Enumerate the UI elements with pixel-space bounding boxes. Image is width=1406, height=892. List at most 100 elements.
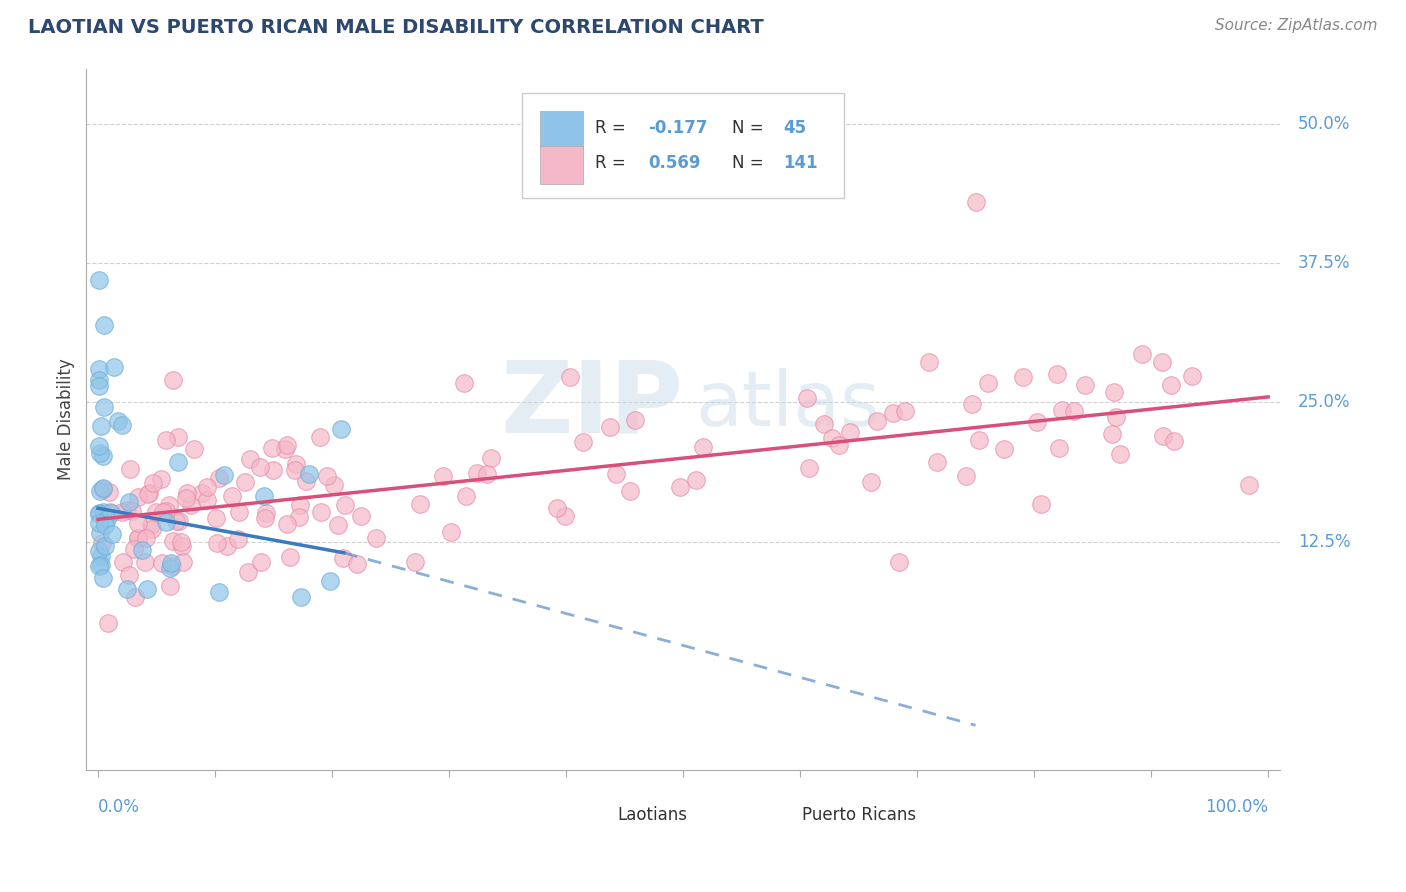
Point (89, 558, 111, 573)
Text: 37.5%: 37.5% (1298, 254, 1350, 272)
Point (692, 440, 714, 454)
Point (866, 414, 889, 428)
Point (797, 460, 820, 475)
Point (170, 539, 193, 553)
Text: Puerto Ricans: Puerto Ricans (803, 806, 917, 824)
Point (127, 532, 149, 546)
FancyBboxPatch shape (522, 93, 844, 198)
Point (1152, 429, 1174, 443)
Point (142, 475, 165, 490)
Point (120, 462, 142, 476)
Point (262, 463, 284, 477)
Point (796, 391, 818, 405)
Point (918, 355, 941, 369)
Point (115, 503, 138, 517)
Point (138, 486, 160, 500)
Point (228, 505, 250, 519)
Point (1047, 441, 1070, 455)
Point (329, 422, 352, 436)
Point (131, 542, 153, 557)
Point (295, 474, 318, 488)
Point (97, 484, 120, 499)
Point (290, 591, 312, 605)
Point (167, 514, 190, 528)
Point (89, 508, 111, 522)
Point (215, 539, 238, 553)
Point (91, 450, 114, 464)
Text: 45: 45 (783, 120, 807, 137)
Point (89, 506, 111, 520)
Text: R =: R = (595, 154, 631, 172)
Point (127, 490, 149, 504)
Point (572, 434, 595, 449)
Point (889, 555, 911, 569)
Text: LAOTIAN VS PUERTO RICAN MALE DISABILITY CORRELATION CHART: LAOTIAN VS PUERTO RICAN MALE DISABILITY … (28, 18, 763, 37)
Point (440, 525, 463, 540)
Point (100, 506, 122, 520)
Point (1063, 404, 1085, 418)
Point (111, 555, 134, 569)
Point (624, 413, 647, 427)
Point (89, 273, 111, 287)
Point (91, 505, 114, 519)
Point (90, 549, 112, 563)
Point (239, 451, 262, 466)
Point (155, 504, 177, 518)
Point (965, 195, 987, 210)
Point (350, 508, 373, 523)
Point (315, 469, 337, 483)
Point (103, 359, 125, 374)
Point (145, 505, 167, 519)
Text: N =: N = (733, 120, 769, 137)
Point (159, 560, 181, 574)
Point (599, 420, 621, 434)
Point (554, 508, 576, 523)
Point (346, 557, 368, 571)
Point (183, 442, 205, 456)
Point (127, 516, 149, 531)
Point (167, 430, 190, 444)
Point (993, 442, 1015, 457)
Text: -0.177: -0.177 (648, 120, 709, 137)
Point (319, 574, 342, 588)
Point (89, 439, 111, 453)
Point (453, 376, 475, 391)
Point (152, 556, 174, 570)
Point (1181, 368, 1204, 383)
Point (110, 505, 132, 519)
Point (127, 531, 149, 545)
Point (254, 510, 277, 524)
Point (89, 516, 111, 530)
Point (205, 535, 228, 549)
Point (118, 495, 141, 509)
Point (298, 467, 321, 481)
Point (882, 406, 904, 420)
Point (90, 558, 112, 573)
Point (894, 403, 917, 417)
Point (150, 472, 173, 486)
Point (233, 475, 256, 489)
Point (364, 531, 387, 545)
FancyBboxPatch shape (747, 793, 799, 838)
Point (170, 534, 193, 549)
FancyBboxPatch shape (561, 793, 614, 838)
Point (155, 433, 177, 447)
Point (288, 498, 311, 512)
Point (91, 481, 114, 495)
FancyBboxPatch shape (540, 146, 583, 184)
Text: 0.569: 0.569 (648, 154, 702, 172)
Point (136, 487, 159, 501)
Point (124, 590, 146, 604)
Point (226, 532, 249, 546)
Point (212, 467, 235, 482)
Point (977, 376, 1000, 391)
Point (96, 512, 118, 526)
Point (326, 517, 349, 532)
Point (309, 430, 332, 444)
Point (288, 510, 311, 524)
Point (813, 417, 835, 431)
Text: 12.5%: 12.5% (1298, 533, 1350, 550)
Point (278, 549, 301, 564)
Point (404, 555, 426, 569)
Point (136, 582, 159, 596)
